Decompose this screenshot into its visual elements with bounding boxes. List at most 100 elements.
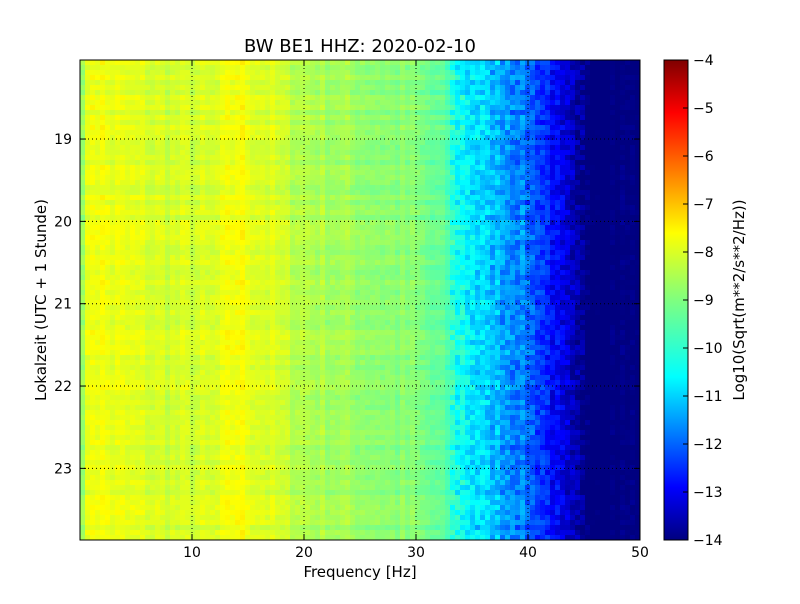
heatmap-cell	[235, 195, 241, 201]
heatmap-cell	[545, 275, 551, 281]
heatmap-cell	[425, 245, 431, 251]
heatmap-cell	[180, 145, 186, 151]
heatmap-cell	[440, 220, 446, 226]
heatmap-cell	[620, 210, 626, 216]
heatmap-cell	[365, 215, 371, 221]
heatmap-cell	[340, 185, 346, 191]
heatmap-cell	[125, 245, 131, 251]
heatmap-cell	[470, 260, 476, 266]
heatmap-cell	[150, 85, 156, 91]
heatmap-cell	[120, 120, 126, 126]
heatmap-cell	[255, 165, 261, 171]
heatmap-cell	[450, 115, 456, 121]
heatmap-cell	[290, 215, 296, 221]
heatmap-cell	[370, 270, 376, 276]
heatmap-cell	[265, 215, 271, 221]
heatmap-cell	[330, 75, 336, 81]
heatmap-cell	[505, 185, 511, 191]
heatmap-cell	[620, 270, 626, 276]
heatmap-cell	[230, 265, 236, 271]
heatmap-cell	[570, 135, 576, 141]
heatmap-cell	[100, 175, 106, 181]
heatmap-cell	[210, 265, 216, 271]
heatmap-cell	[520, 90, 526, 96]
heatmap-cell	[325, 205, 331, 211]
heatmap-cell	[405, 130, 411, 136]
heatmap-cell	[275, 105, 281, 111]
heatmap-cell	[470, 60, 476, 66]
heatmap-cell	[420, 120, 426, 126]
heatmap-cell	[455, 190, 461, 196]
heatmap-cell	[330, 185, 336, 191]
heatmap-cell	[340, 150, 346, 156]
heatmap-cell	[105, 265, 111, 271]
heatmap-cell	[475, 85, 481, 91]
heatmap-cell	[585, 185, 591, 191]
heatmap-cell	[615, 130, 621, 136]
heatmap-cell	[280, 60, 286, 66]
heatmap-cell	[400, 275, 406, 281]
heatmap-cell	[295, 185, 301, 191]
heatmap-cell	[190, 265, 196, 271]
heatmap-cell	[100, 180, 106, 186]
heatmap-cell	[340, 105, 346, 111]
heatmap-cell	[610, 70, 616, 76]
heatmap-cell	[180, 65, 186, 71]
heatmap-cell	[310, 270, 316, 276]
heatmap-cell	[605, 125, 611, 131]
heatmap-cell	[225, 135, 231, 141]
heatmap-cell	[410, 215, 416, 221]
heatmap-cell	[245, 90, 251, 96]
heatmap-cell	[285, 100, 291, 106]
heatmap-cell	[145, 195, 151, 201]
heatmap-cell	[540, 70, 546, 76]
heatmap-cell	[595, 135, 601, 141]
heatmap-cell	[515, 185, 521, 191]
heatmap-cell	[360, 90, 366, 96]
heatmap-cell	[615, 140, 621, 146]
heatmap-cell	[270, 65, 276, 71]
heatmap-cell	[370, 70, 376, 76]
heatmap-cell	[460, 155, 466, 161]
heatmap-cell	[370, 215, 376, 221]
heatmap-cell	[105, 150, 111, 156]
heatmap-cell	[480, 200, 486, 206]
heatmap-cell	[385, 280, 391, 286]
heatmap-cell	[575, 150, 581, 156]
heatmap-cell	[460, 255, 466, 261]
heatmap-cell	[485, 130, 491, 136]
heatmap-cell	[225, 140, 231, 146]
heatmap-cell	[490, 185, 496, 191]
heatmap-cell	[275, 190, 281, 196]
heatmap-cell	[150, 150, 156, 156]
heatmap-cell	[430, 195, 436, 201]
heatmap-cell	[550, 190, 556, 196]
heatmap-cell	[115, 155, 121, 161]
heatmap-cell	[400, 155, 406, 161]
heatmap-cell	[455, 225, 461, 231]
heatmap-cell	[545, 75, 551, 81]
heatmap-cell	[555, 215, 561, 221]
heatmap-cell	[535, 240, 541, 246]
heatmap-cell	[540, 75, 546, 81]
heatmap-cell	[145, 260, 151, 266]
heatmap-cell	[170, 160, 176, 166]
heatmap-cell	[470, 130, 476, 136]
heatmap-cell	[325, 220, 331, 226]
heatmap-cell	[515, 255, 521, 261]
heatmap-cell	[260, 145, 266, 151]
heatmap-cell	[210, 200, 216, 206]
heatmap-cell	[165, 60, 171, 66]
heatmap-cell	[285, 210, 291, 216]
heatmap-cell	[140, 65, 146, 71]
heatmap-cell	[180, 190, 186, 196]
heatmap-cell	[410, 240, 416, 246]
heatmap-cell	[210, 65, 216, 71]
heatmap-cell	[480, 70, 486, 76]
heatmap-cell	[330, 275, 336, 281]
heatmap-cell	[185, 225, 191, 231]
heatmap-cell	[470, 125, 476, 131]
heatmap-cell	[340, 160, 346, 166]
heatmap-cell	[465, 145, 471, 151]
heatmap-cell	[80, 190, 86, 196]
